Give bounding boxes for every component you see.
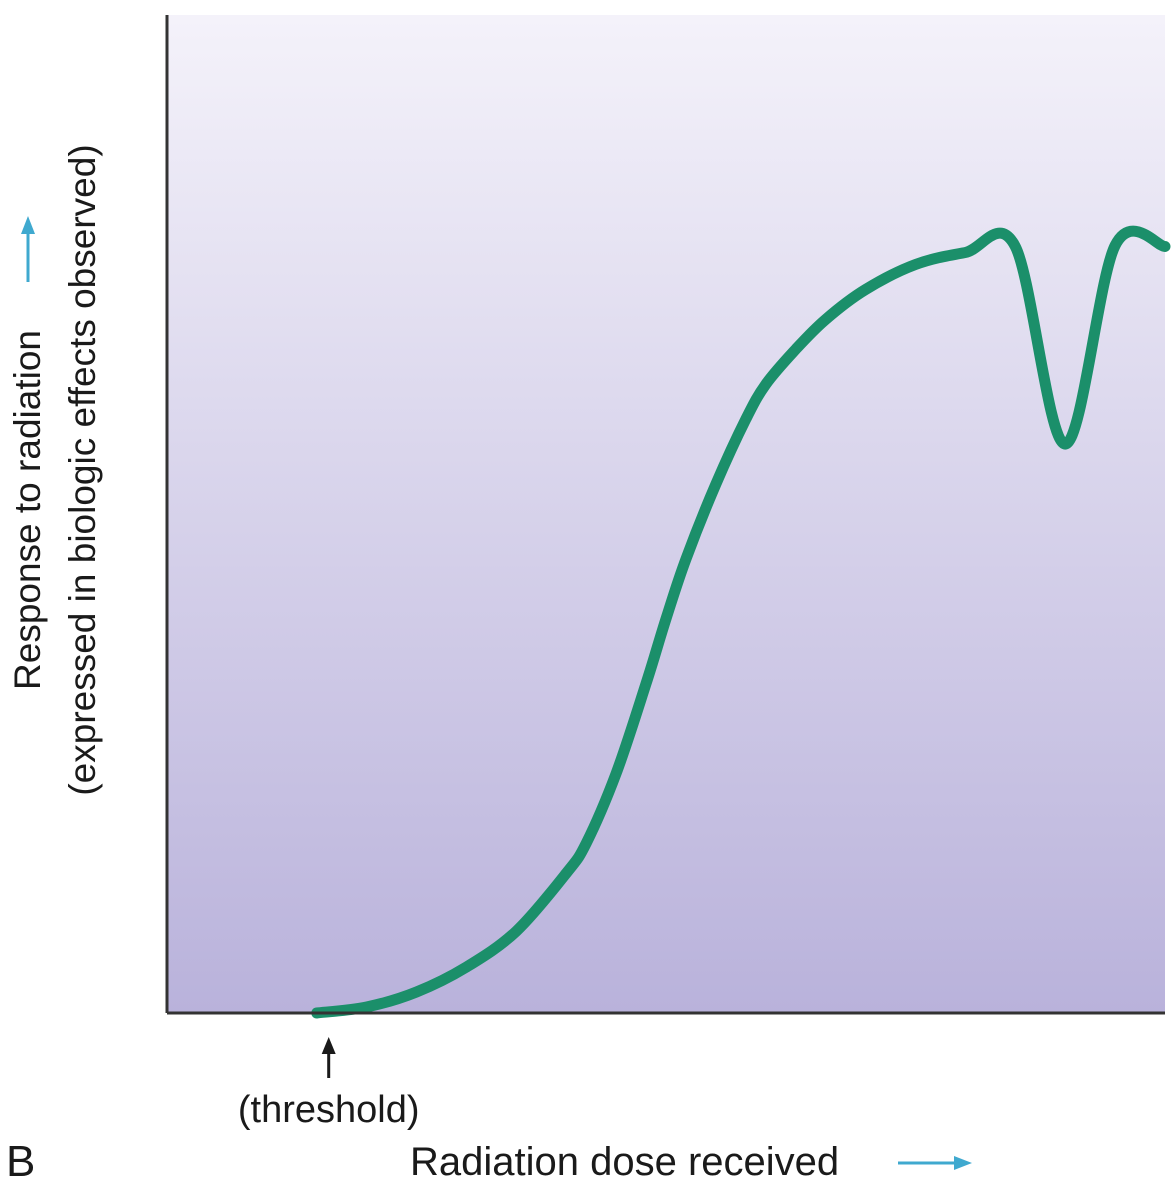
y-axis-label-line-1: Response to radiation <box>7 330 48 690</box>
y-axis-direction-arrow <box>21 216 35 282</box>
y-axis-label-line-2: (expressed in biologic effects observed) <box>62 144 103 795</box>
series-layer <box>311 225 1171 1019</box>
x-axis-direction-arrow <box>898 1156 972 1170</box>
y-axis-label: Response to radiation (expressed in biol… <box>7 144 103 795</box>
series-line-0 <box>311 225 1171 1019</box>
plot-area <box>167 15 1165 1013</box>
panel-label: B <box>6 1137 35 1186</box>
x-axis-label: Radiation dose received <box>410 1140 839 1184</box>
threshold-marker: (threshold) <box>238 1037 420 1131</box>
threshold-label: (threshold) <box>238 1089 420 1131</box>
